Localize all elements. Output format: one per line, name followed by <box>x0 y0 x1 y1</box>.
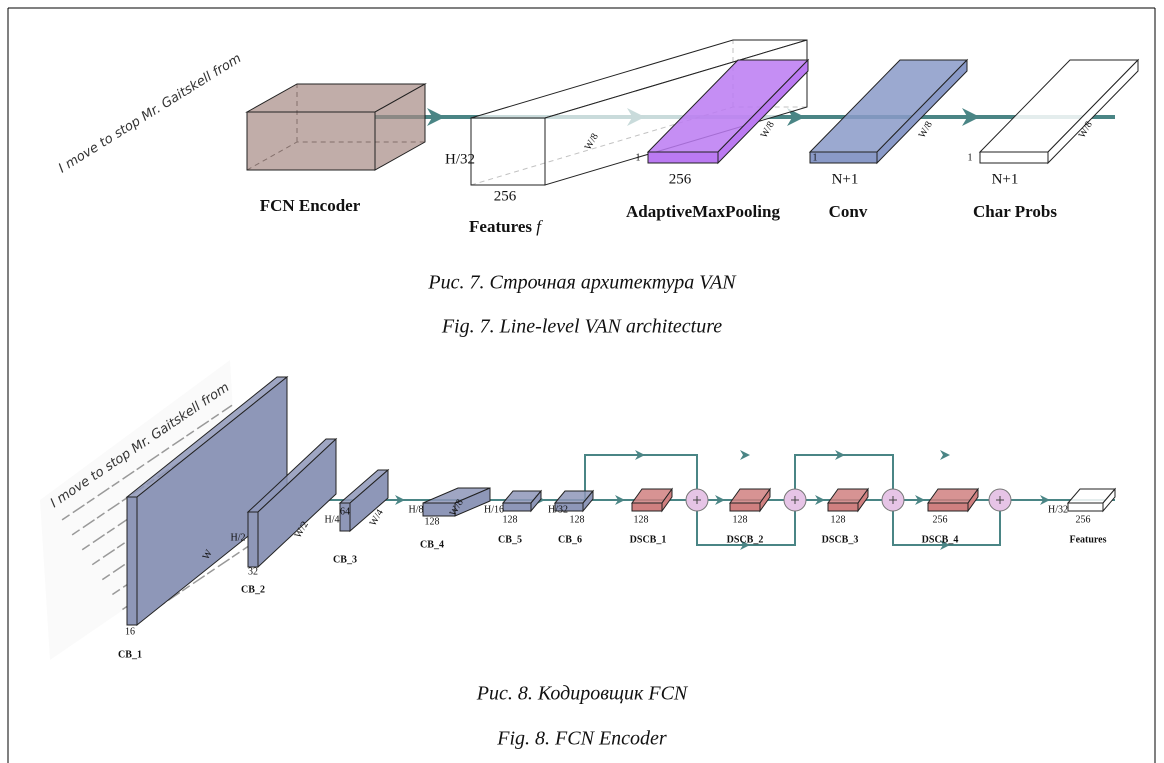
block-label: CB_6 <box>558 534 582 545</box>
block-top <box>980 60 1138 152</box>
height: H/8 <box>409 504 424 515</box>
height: H/4 <box>325 514 340 525</box>
block-label: DSCB_1 <box>630 534 667 545</box>
block-label: Conv <box>829 202 868 221</box>
height: 1 <box>968 152 973 163</box>
block-label: DSCB_3 <box>822 534 859 545</box>
block-front <box>730 503 760 511</box>
arrow-head <box>940 450 950 460</box>
height: 1 <box>813 152 818 163</box>
block-label: CB_2 <box>241 584 265 595</box>
block-label: FCN Encoder <box>260 196 361 215</box>
channels: 16 <box>125 626 135 637</box>
block-label: Features <box>1069 534 1106 545</box>
height: H/16 <box>484 504 504 515</box>
block-label: AdaptiveMaxPooling <box>626 202 780 221</box>
block <box>810 60 967 163</box>
channels: 64 <box>340 506 350 517</box>
block-front <box>248 512 258 567</box>
block-label: Features f <box>469 217 543 236</box>
block-label: DSCB_4 <box>922 534 959 545</box>
channels: 128 <box>503 514 518 525</box>
block-front <box>928 503 968 511</box>
height: H/32 <box>1048 504 1068 515</box>
arrow-head <box>740 450 750 460</box>
channels: 256 <box>933 514 948 525</box>
block <box>1068 489 1115 511</box>
channels: N+1 <box>992 171 1019 187</box>
block-name: AdaptiveMaxPooling <box>626 202 780 221</box>
block <box>928 489 978 511</box>
block-front <box>648 152 718 163</box>
channels: 128 <box>733 514 748 525</box>
width: W/8 <box>917 120 935 140</box>
channels: 256 <box>494 188 517 204</box>
block-front <box>980 152 1048 163</box>
height: H/32 <box>445 151 475 167</box>
channels: 256 <box>1076 514 1091 525</box>
handwriting: I move to stop Mr. Gaitskell from <box>56 51 244 176</box>
block-front <box>247 112 375 170</box>
channels: 256 <box>669 171 692 187</box>
height: H/2 <box>231 532 246 543</box>
block-front <box>503 503 531 511</box>
block-label: CB_5 <box>498 534 522 545</box>
block-front <box>810 152 877 163</box>
caption: Рис. 8. Кодировщик FCN <box>476 683 689 705</box>
block-front <box>828 503 858 511</box>
block-name: Conv <box>829 202 868 221</box>
caption: Fig. 8. FCN Encoder <box>496 728 667 750</box>
block <box>503 491 541 511</box>
channels: 128 <box>425 516 440 527</box>
channels: 128 <box>634 514 649 525</box>
page: I move to stop Mr. Gaitskell from I move… <box>0 0 1164 763</box>
caption: Fig. 7. Line-level VAN architecture <box>441 316 722 338</box>
block <box>730 489 770 511</box>
channels: 32 <box>248 566 258 577</box>
block-front <box>471 118 545 185</box>
block-name: FCN Encoder <box>260 196 361 215</box>
block-label: CB_4 <box>420 539 444 550</box>
block-label: Char Probs <box>973 202 1057 221</box>
block <box>980 60 1138 163</box>
height: 1 <box>636 152 641 163</box>
block-top <box>810 60 967 152</box>
block-symbol: f <box>536 217 543 236</box>
handwriting-image: I move to stop Mr. Gaitskell from <box>56 51 244 176</box>
block-front <box>1068 503 1103 511</box>
block-label: CB_1 <box>118 649 142 660</box>
block-front <box>127 497 137 625</box>
block <box>247 84 425 170</box>
channels: 128 <box>831 514 846 525</box>
caption: Рис. 7. Строчная архитектура VAN <box>427 272 737 294</box>
block-front <box>632 503 662 511</box>
block <box>632 489 672 511</box>
channels: 128 <box>570 514 585 525</box>
height: H/32 <box>548 504 568 515</box>
block-label: DSCB_2 <box>727 534 764 545</box>
width: W/8 <box>759 120 777 140</box>
channels: N+1 <box>832 171 859 187</box>
block-name: Features <box>469 217 532 236</box>
block-name: Char Probs <box>973 202 1057 221</box>
block <box>828 489 868 511</box>
block-label: CB_3 <box>333 554 357 565</box>
